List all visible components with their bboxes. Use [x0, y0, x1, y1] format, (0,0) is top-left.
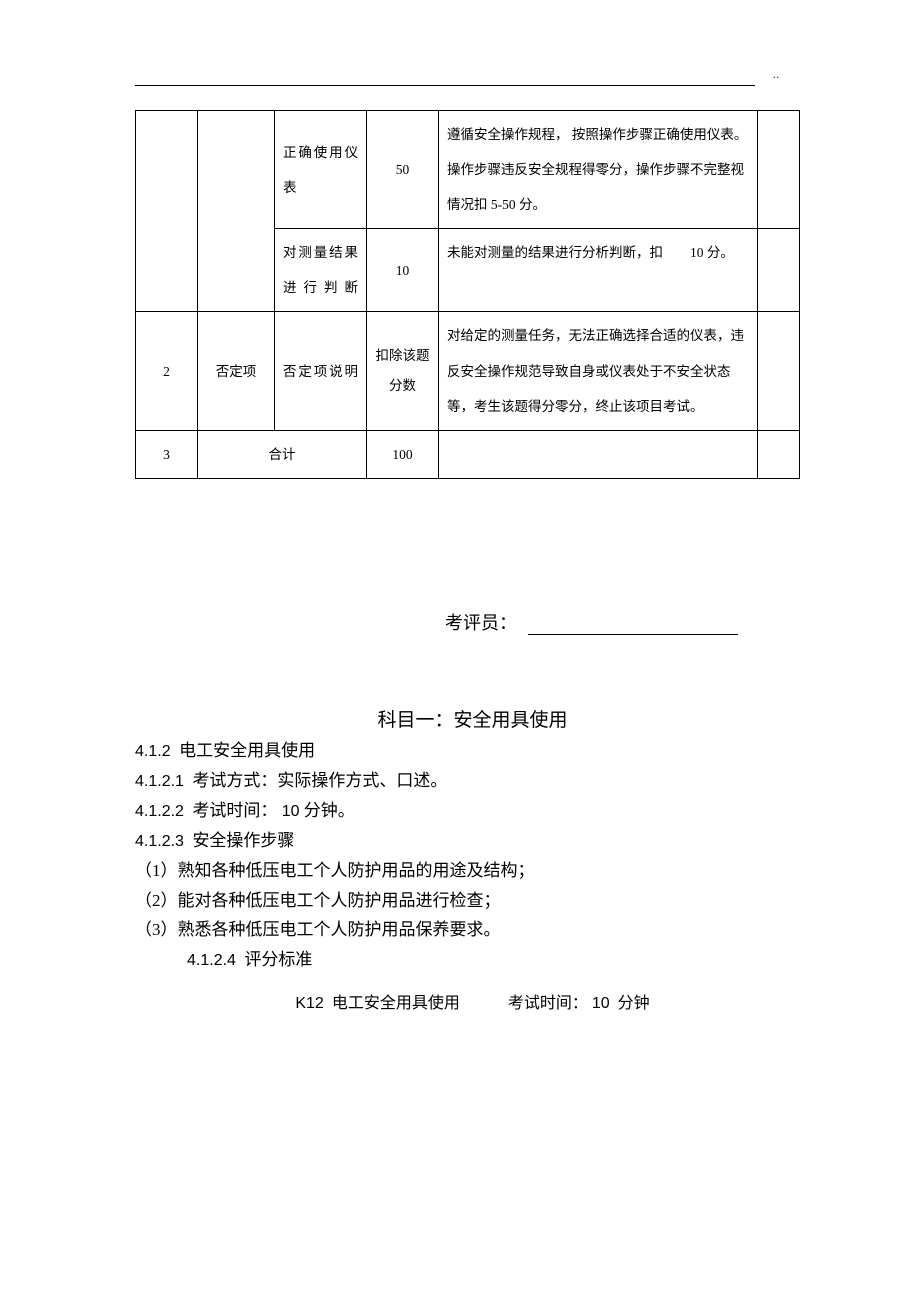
cell-cat: [198, 111, 275, 312]
cell-blank: [758, 430, 800, 478]
k12-unit: 分钟: [618, 995, 650, 1012]
outline-text: 考试方式：实际操作方式、口述。: [192, 771, 447, 790]
table-row: 正确使用仪表 50 遵循安全操作规程， 按照操作步骤正确使用仪表。操作步骤违反安…: [136, 111, 800, 229]
outline-text: 评分标准: [244, 950, 312, 969]
cell-item: 正确使用仪表: [275, 111, 367, 229]
cell-score: 10: [367, 229, 439, 312]
header-dots: ..: [773, 70, 780, 81]
cell-item: 对测量结果进行判断: [275, 229, 367, 312]
outline-num: 4.1.2.4: [187, 952, 236, 969]
signature-label: 考评员：: [445, 613, 517, 633]
scoring-table: 正确使用仪表 50 遵循安全操作规程， 按照操作步骤正确使用仪表。操作步骤违反安…: [135, 110, 800, 479]
cell-num: 3: [136, 430, 198, 478]
cell-item: 否定项说明: [275, 312, 367, 430]
signature-underline: [528, 634, 738, 635]
cell-score: 100: [367, 430, 439, 478]
document-page: .. 正确使用仪表 50 遵循安全操作规程， 按照操作步骤正确使用仪表。操作步骤…: [0, 0, 920, 1303]
cell-score: 扣除该题分数: [367, 312, 439, 430]
cell-num: [136, 111, 198, 312]
cell-blank: [758, 229, 800, 312]
cell-blank: [758, 111, 800, 229]
cell-sum-label: 合计: [198, 430, 367, 478]
cell-desc: 未能对测量的结果进行分析判断，扣 10 分。: [439, 229, 758, 312]
outline-num: 4.1.2.1: [135, 773, 184, 790]
outline-num: 4.1.2: [135, 743, 171, 760]
step-line: （3）熟悉各种低压电工个人防护用品保养要求。: [135, 915, 810, 945]
outline-num: 4.1.2.2: [135, 803, 184, 820]
k12-minutes: 10: [592, 995, 610, 1012]
outline-num: 4.1.2.3: [135, 833, 184, 850]
step-line: （2）能对各种低压电工个人防护用品进行检查；: [135, 886, 810, 916]
cell-num: 2: [136, 312, 198, 430]
cell-blank: [758, 312, 800, 430]
cell-score: 50: [367, 111, 439, 229]
table-row: 3 合计 100: [136, 430, 800, 478]
outline-text: 电工安全用具使用: [179, 741, 315, 760]
k12-line: K12 电工安全用具使用 考试时间： 10 分钟: [135, 989, 810, 1013]
outline-text: 考试时间：: [192, 801, 277, 820]
k12-code: K12: [295, 995, 323, 1012]
cell-desc: [439, 430, 758, 478]
outline-text: 安全操作步骤: [192, 831, 294, 850]
outline-text: 10: [282, 803, 300, 820]
cell-desc: 对给定的测量任务，无法正确选择合适的仪表，违反安全操作规范导致自身或仪表处于不安…: [439, 312, 758, 430]
step-line: （1）熟知各种低压电工个人防护用品的用途及结构；: [135, 856, 810, 886]
signature-line: 考评员：: [135, 609, 810, 635]
cell-desc: 遵循安全操作规程， 按照操作步骤正确使用仪表。操作步骤违反安全规程得零分，操作步…: [439, 111, 758, 229]
table-row: 2 否定项 否定项说明 扣除该题分数 对给定的测量任务，无法正确选择合适的仪表，…: [136, 312, 800, 430]
outline-text: 分钟。: [304, 801, 355, 820]
body-text: 4.1.2 电工安全用具使用 4.1.2.1 考试方式：实际操作方式、口述。 4…: [135, 736, 810, 975]
k12-label: 考试时间：: [508, 995, 588, 1012]
cell-cat: 否定项: [198, 312, 275, 430]
header-rule: [135, 85, 755, 86]
section-title: 科目一：安全用具使用: [135, 705, 810, 732]
k12-title: 电工安全用具使用: [332, 995, 460, 1012]
